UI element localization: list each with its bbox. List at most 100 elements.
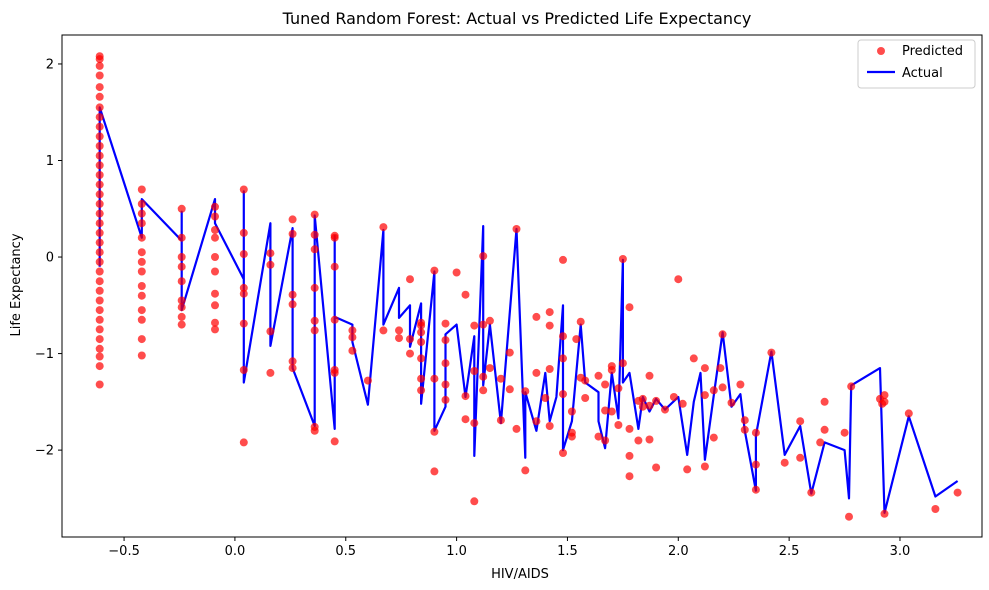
predicted-point bbox=[288, 357, 297, 366]
predicted-point bbox=[211, 325, 219, 334]
predicted-point bbox=[137, 233, 146, 242]
predicted-point bbox=[718, 383, 727, 392]
predicted-point bbox=[137, 267, 146, 276]
predicted-point bbox=[512, 225, 521, 233]
predicted-point bbox=[559, 354, 567, 363]
predicted-point bbox=[505, 385, 514, 394]
predicted-point bbox=[559, 390, 567, 399]
predicted-point bbox=[780, 458, 789, 467]
predicted-point bbox=[239, 366, 248, 374]
y-tick-label: −2 bbox=[35, 444, 54, 459]
predicted-point bbox=[266, 249, 275, 258]
predicted-point bbox=[607, 407, 616, 416]
predicted-point bbox=[95, 190, 104, 199]
predicted-point bbox=[363, 376, 372, 385]
predicted-point bbox=[330, 315, 339, 324]
predicted-point bbox=[95, 380, 104, 389]
predicted-point bbox=[541, 394, 550, 402]
predicted-point bbox=[137, 185, 146, 194]
predicted-point bbox=[716, 364, 725, 373]
predicted-point bbox=[430, 467, 439, 476]
predicted-point bbox=[239, 283, 248, 292]
predicted-point bbox=[638, 394, 647, 403]
predicted-point bbox=[559, 332, 567, 341]
predicted-point bbox=[767, 348, 776, 357]
predicted-point bbox=[594, 432, 603, 441]
predicted-point bbox=[545, 422, 554, 430]
predicted-point bbox=[211, 289, 219, 298]
predicted-point bbox=[740, 425, 749, 434]
predicted-point bbox=[576, 317, 585, 326]
predicted-point bbox=[310, 422, 319, 431]
predicted-point bbox=[95, 113, 104, 122]
predicted-point bbox=[288, 290, 297, 299]
predicted-point bbox=[137, 291, 146, 300]
predicted-point bbox=[689, 354, 698, 363]
predicted-point bbox=[505, 348, 514, 357]
predicted-point bbox=[581, 376, 590, 385]
predicted-point bbox=[330, 262, 339, 271]
predicted-point bbox=[239, 289, 248, 298]
predicted-point bbox=[461, 290, 470, 299]
predicted-point bbox=[601, 406, 610, 415]
y-tick-label: 0 bbox=[46, 251, 54, 266]
predicted-point bbox=[211, 318, 219, 327]
predicted-point bbox=[417, 338, 426, 346]
predicted-point bbox=[479, 252, 488, 261]
predicted-point bbox=[614, 384, 623, 393]
predicted-point bbox=[239, 438, 248, 447]
predicted-point bbox=[461, 415, 470, 424]
predicted-point bbox=[634, 436, 643, 445]
predicted-point bbox=[95, 219, 104, 228]
legend-predicted-label: Predicted bbox=[902, 44, 963, 59]
predicted-point bbox=[211, 212, 219, 221]
predicted-point bbox=[567, 432, 576, 441]
predicted-point bbox=[417, 328, 426, 337]
legend-actual-label: Actual bbox=[902, 66, 943, 81]
predicted-point bbox=[95, 238, 104, 247]
predicted-point bbox=[95, 306, 104, 315]
predicted-point bbox=[618, 359, 627, 368]
predicted-point bbox=[348, 346, 357, 355]
predicted-point bbox=[845, 512, 853, 521]
predicted-point bbox=[95, 335, 104, 344]
predicted-point bbox=[751, 428, 760, 437]
predicted-point bbox=[288, 300, 297, 309]
legend: Predicted Actual bbox=[857, 39, 976, 89]
predicted-point bbox=[601, 436, 610, 445]
predicted-point bbox=[310, 210, 319, 219]
predicted-point bbox=[816, 438, 825, 447]
predicted-point bbox=[820, 397, 829, 406]
predicted-point bbox=[95, 199, 104, 208]
predicted-point bbox=[625, 451, 634, 460]
predicted-point bbox=[137, 315, 146, 324]
predicted-point bbox=[796, 453, 805, 462]
predicted-point bbox=[607, 366, 616, 374]
predicted-point bbox=[95, 257, 104, 266]
predicted-point bbox=[211, 301, 219, 310]
predicted-point bbox=[177, 277, 186, 286]
predicted-point bbox=[545, 321, 554, 330]
predicted-point bbox=[614, 421, 623, 429]
predicted-point bbox=[470, 367, 479, 375]
predicted-point bbox=[395, 334, 403, 343]
x-tick-label: 1.0 bbox=[446, 544, 467, 559]
predicted-point bbox=[618, 255, 627, 263]
predicted-point bbox=[441, 319, 450, 328]
predicted-point bbox=[137, 351, 146, 360]
predicted-point bbox=[95, 228, 104, 237]
predicted-point bbox=[177, 233, 186, 242]
x-tick-label: 1.5 bbox=[557, 544, 578, 559]
predicted-point bbox=[532, 312, 541, 321]
predicted-point bbox=[348, 326, 357, 335]
predicted-point bbox=[567, 407, 576, 416]
predicted-point bbox=[521, 387, 530, 396]
x-axis-label: HIV/AIDS bbox=[491, 567, 549, 582]
predicted-point bbox=[95, 180, 104, 189]
predicted-point bbox=[441, 336, 450, 345]
x-axis: −0.5 0.0 0.5 1.0 1.5 2.0 2.5 3.0 bbox=[108, 537, 910, 559]
predicted-point bbox=[95, 132, 104, 141]
predicted-point bbox=[496, 374, 505, 383]
predicted-point bbox=[288, 364, 297, 373]
